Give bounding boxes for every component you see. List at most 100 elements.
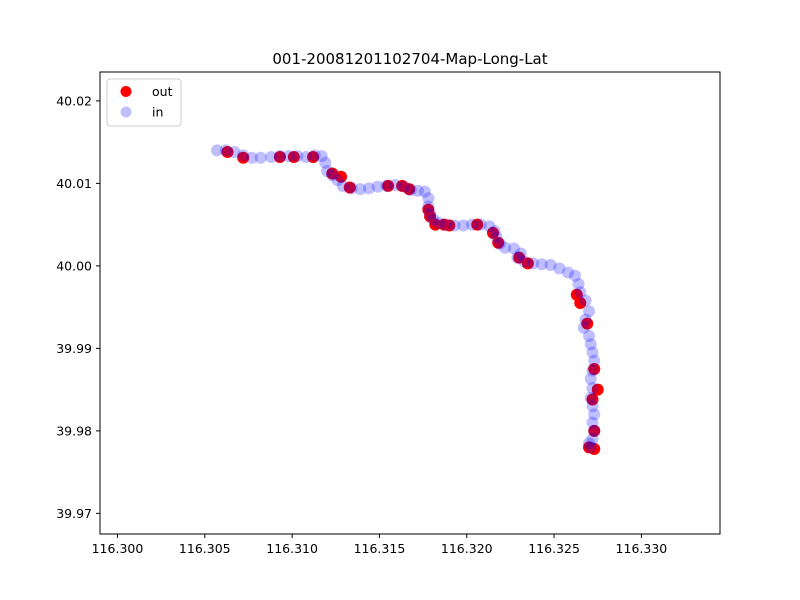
y-tick-label: 39.99 bbox=[56, 341, 92, 356]
point-in bbox=[265, 150, 278, 163]
point-in bbox=[422, 200, 435, 213]
series-in bbox=[211, 144, 601, 454]
point-in bbox=[569, 269, 582, 282]
point-in bbox=[572, 278, 585, 291]
point-in bbox=[432, 216, 445, 229]
point-in bbox=[527, 257, 540, 270]
point-out bbox=[273, 150, 286, 163]
point-out bbox=[574, 297, 587, 309]
point-in bbox=[228, 146, 241, 159]
point-in bbox=[254, 151, 267, 164]
point-in bbox=[583, 305, 596, 318]
point-out bbox=[492, 236, 505, 249]
point-in bbox=[422, 192, 435, 205]
point-in bbox=[345, 182, 358, 195]
point-in bbox=[493, 237, 506, 250]
point-in bbox=[418, 185, 431, 198]
x-tick-label: 116.310 bbox=[266, 541, 318, 556]
point-in bbox=[553, 262, 566, 275]
point-in bbox=[583, 437, 596, 450]
legend-marker-in bbox=[120, 106, 132, 118]
point-out bbox=[588, 424, 601, 437]
point-out bbox=[581, 317, 594, 330]
point-in bbox=[584, 338, 597, 351]
point-in bbox=[448, 219, 461, 232]
point-in bbox=[219, 144, 232, 157]
x-tick-label: 116.315 bbox=[354, 541, 406, 556]
point-out bbox=[486, 226, 499, 239]
point-in bbox=[315, 150, 328, 163]
axes-frame bbox=[99, 71, 721, 535]
point-in bbox=[424, 207, 437, 220]
point-in bbox=[586, 433, 599, 446]
point-in bbox=[371, 180, 384, 193]
point-in bbox=[583, 330, 596, 342]
point-in bbox=[331, 174, 344, 187]
point-out bbox=[429, 218, 442, 231]
point-in bbox=[584, 372, 597, 385]
x-tick-label: 116.305 bbox=[179, 541, 231, 556]
point-in bbox=[588, 424, 601, 437]
point-in bbox=[273, 150, 286, 163]
point-in bbox=[291, 150, 304, 163]
point-in bbox=[588, 354, 601, 367]
point-in bbox=[588, 408, 601, 421]
point-in bbox=[586, 346, 599, 359]
point-out bbox=[521, 257, 534, 270]
point-in bbox=[336, 179, 349, 192]
point-in bbox=[326, 169, 339, 182]
point-in bbox=[584, 391, 597, 404]
point-out bbox=[221, 146, 234, 159]
point-in bbox=[518, 255, 531, 268]
series-layer bbox=[211, 144, 604, 456]
point-out bbox=[403, 183, 416, 196]
point-in bbox=[439, 218, 452, 231]
legend-marker-out bbox=[120, 86, 132, 97]
point-in bbox=[577, 321, 590, 334]
y-tick-label: 40.01 bbox=[56, 176, 92, 191]
point-in bbox=[490, 231, 503, 243]
point-out bbox=[588, 363, 601, 375]
point-in bbox=[397, 180, 410, 193]
y-tick-label: 40.02 bbox=[56, 93, 92, 108]
x-tick-label: 116.325 bbox=[528, 541, 580, 556]
y-tick-label: 39.98 bbox=[56, 423, 92, 438]
series-out bbox=[221, 146, 604, 456]
point-out bbox=[307, 150, 320, 163]
point-in bbox=[586, 416, 599, 429]
point-in bbox=[511, 251, 524, 264]
point-in bbox=[380, 179, 393, 192]
legend: out in bbox=[106, 78, 182, 127]
y-tick-label: 39.97 bbox=[56, 506, 92, 521]
legend-label-in: in bbox=[152, 105, 163, 120]
point-in bbox=[584, 441, 597, 454]
point-in bbox=[535, 258, 548, 271]
point-in bbox=[457, 219, 470, 232]
point-out bbox=[588, 443, 601, 456]
point-in bbox=[488, 225, 501, 238]
point-in bbox=[300, 150, 313, 163]
point-out bbox=[443, 219, 456, 232]
point-in bbox=[466, 218, 478, 231]
point-out bbox=[513, 251, 526, 264]
point-in bbox=[354, 183, 367, 196]
point-in bbox=[474, 218, 487, 231]
plot-area bbox=[211, 144, 604, 456]
point-in bbox=[483, 220, 496, 233]
chart-title: 001-20081201102704-Map-Long-Lat bbox=[272, 50, 547, 68]
point-in bbox=[499, 241, 512, 254]
y-axis: 39.97 39.98 39.99 40.00 40.01 40.02 bbox=[56, 93, 100, 521]
point-in bbox=[282, 150, 295, 163]
point-in bbox=[245, 151, 258, 164]
point-in bbox=[404, 183, 417, 196]
point-in bbox=[507, 242, 520, 255]
point-in bbox=[321, 165, 334, 177]
point-in bbox=[514, 247, 527, 260]
point-in bbox=[562, 266, 575, 279]
point-out bbox=[343, 181, 356, 194]
point-in bbox=[586, 364, 599, 377]
point-in bbox=[211, 144, 224, 157]
point-in bbox=[574, 286, 587, 299]
point-in bbox=[389, 179, 402, 192]
